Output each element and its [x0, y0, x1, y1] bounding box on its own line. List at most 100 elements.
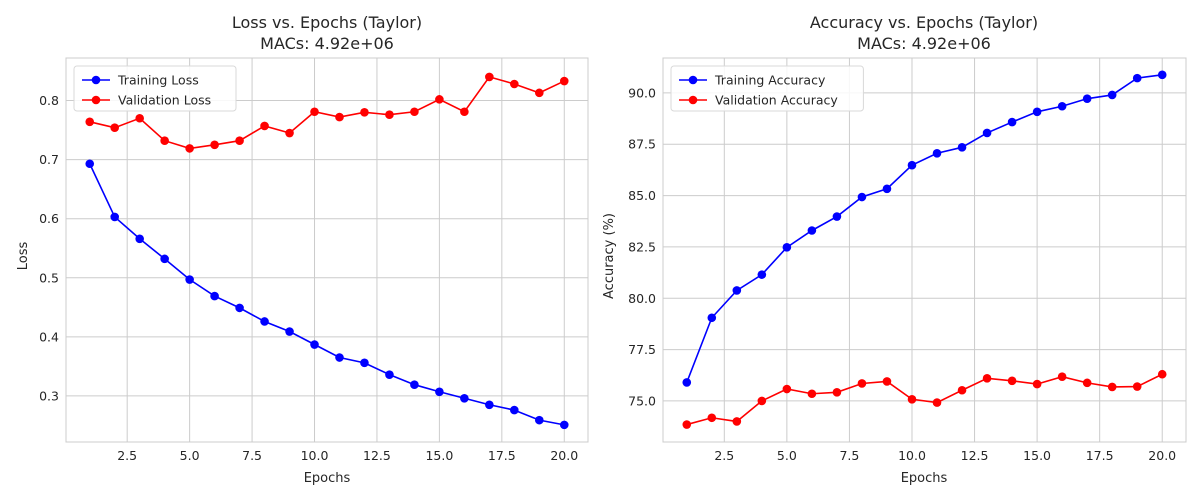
validation-loss-point — [285, 128, 294, 138]
training-loss-point — [310, 340, 319, 349]
training-accuracy-point — [757, 270, 767, 279]
training-loss-point — [485, 400, 494, 410]
validation-loss-point — [534, 88, 544, 98]
training-accuracy-point — [1007, 117, 1017, 127]
validation-loss-point — [185, 144, 194, 153]
training-loss-point — [410, 380, 419, 389]
validation-accuracy-point — [1032, 379, 1042, 389]
accuracy-x-tick-label: 2.5 — [714, 448, 734, 463]
training-loss-point — [385, 370, 394, 379]
training-accuracy-point — [732, 286, 742, 295]
validation-accuracy-point — [907, 394, 917, 404]
training-accuracy-point — [807, 226, 817, 235]
validation-loss-point — [260, 121, 269, 131]
accuracy-chart: Accuracy vs. Epochs (Taylor) MACs: 4.92e… — [602, 13, 1187, 486]
loss-chart-subtitle: MACs: 4.92e+06 — [260, 34, 394, 53]
training-loss-point — [435, 387, 444, 397]
validation-loss-point — [559, 76, 569, 86]
validation-accuracy-point — [957, 385, 967, 395]
accuracy-chart-ylabel: Accuracy (%) — [602, 213, 617, 299]
validation-accuracy-point — [882, 377, 892, 386]
loss-x-tick-label: 5.0 — [180, 448, 200, 463]
validation-accuracy-point — [807, 389, 817, 399]
training-loss-point — [559, 420, 569, 430]
accuracy-x-tick-label: 17.5 — [1086, 448, 1114, 463]
training-loss-point — [135, 234, 144, 244]
loss-y-tick-label: 0.8 — [39, 93, 59, 108]
loss-x-tick-label: 7.5 — [242, 448, 262, 463]
accuracy-y-tick-label: 85.0 — [628, 188, 656, 203]
training-accuracy-line — [686, 74, 1163, 383]
training-loss-series — [85, 159, 569, 430]
training-accuracy-point — [707, 313, 717, 323]
validation-loss-point — [385, 110, 394, 120]
accuracy-x-tick-label: 10.0 — [898, 448, 926, 463]
validation-accuracy-point — [1057, 372, 1067, 381]
loss-x-tick-label: 17.5 — [488, 448, 516, 463]
loss-chart-xlabel: Epochs — [304, 471, 351, 486]
accuracy-legend: Training Accuracy Validation Accuracy — [670, 65, 864, 112]
training-loss-point — [160, 254, 169, 264]
accuracy-y-tick-label: 90.0 — [628, 85, 656, 100]
training-loss-point — [210, 291, 219, 301]
loss-legend-box — [73, 65, 237, 112]
validation-loss-point — [210, 140, 219, 150]
accuracy-y-tick-label: 77.5 — [628, 342, 656, 357]
validation-accuracy-point — [982, 374, 992, 383]
validation-accuracy-series — [682, 369, 1167, 429]
accuracy-legend-box — [670, 65, 864, 112]
training-loss-line — [89, 163, 565, 426]
accuracy-x-tick-label: 20.0 — [1148, 448, 1176, 463]
validation-loss-point — [135, 113, 144, 123]
validation-accuracy-point — [832, 388, 842, 397]
validation-loss-point — [435, 95, 444, 104]
training-loss-point — [460, 393, 469, 403]
accuracy-plot-area — [662, 57, 1187, 443]
training-accuracy-point — [782, 243, 792, 252]
validation-accuracy-point — [1157, 369, 1167, 379]
validation-accuracy-point — [757, 396, 767, 406]
training-accuracy-point — [882, 184, 892, 194]
loss-y-tick-label: 0.6 — [39, 211, 59, 226]
training-loss-point — [85, 159, 95, 169]
training-accuracy-point — [832, 212, 842, 221]
validation-loss-point — [510, 79, 519, 89]
training-loss-point — [110, 212, 120, 222]
accuracy-chart-xlabel: Epochs — [901, 471, 948, 486]
training-loss-point — [185, 275, 194, 284]
validation-loss-point — [110, 123, 120, 133]
loss-x-tick-label: 20.0 — [550, 448, 578, 463]
validation-loss-point — [335, 112, 344, 122]
accuracy-y-tick-label: 80.0 — [628, 291, 656, 306]
loss-x-tick-label: 2.5 — [117, 448, 137, 463]
validation-loss-point — [160, 136, 169, 146]
loss-grid — [66, 58, 588, 442]
training-accuracy-point — [982, 128, 992, 138]
accuracy-plot-background — [663, 58, 1186, 442]
validation-accuracy-point — [1107, 382, 1117, 392]
validation-loss-legend-marker — [91, 95, 101, 105]
loss-plot-frame — [65, 57, 589, 443]
validation-loss-point — [235, 136, 244, 146]
accuracy-chart-subtitle: MACs: 4.92e+06 — [857, 34, 991, 53]
training-loss-legend-label: Training Loss — [117, 73, 199, 88]
validation-accuracy-point — [1007, 376, 1017, 386]
accuracy-y-tick-label: 82.5 — [628, 239, 656, 254]
validation-accuracy-point — [932, 398, 942, 407]
training-accuracy-point — [1107, 90, 1117, 100]
validation-loss-point — [410, 107, 419, 117]
validation-accuracy-point — [1082, 378, 1092, 388]
validation-loss-point — [360, 108, 369, 117]
training-loss-point — [260, 317, 269, 326]
validation-accuracy-point — [857, 379, 867, 388]
accuracy-x-tick-label: 5.0 — [777, 448, 797, 463]
validation-accuracy-point — [682, 420, 692, 429]
training-accuracy-point — [1132, 73, 1142, 83]
loss-chart: Loss vs. Epochs (Taylor) MACs: 4.92e+06 … — [16, 13, 589, 486]
loss-y-tick-label: 0.3 — [39, 388, 59, 403]
training-accuracy-point — [682, 378, 692, 387]
training-accuracy-legend-label: Training Accuracy — [714, 73, 826, 88]
loss-x-tick-label: 12.5 — [363, 448, 391, 463]
validation-accuracy-point — [782, 384, 792, 394]
